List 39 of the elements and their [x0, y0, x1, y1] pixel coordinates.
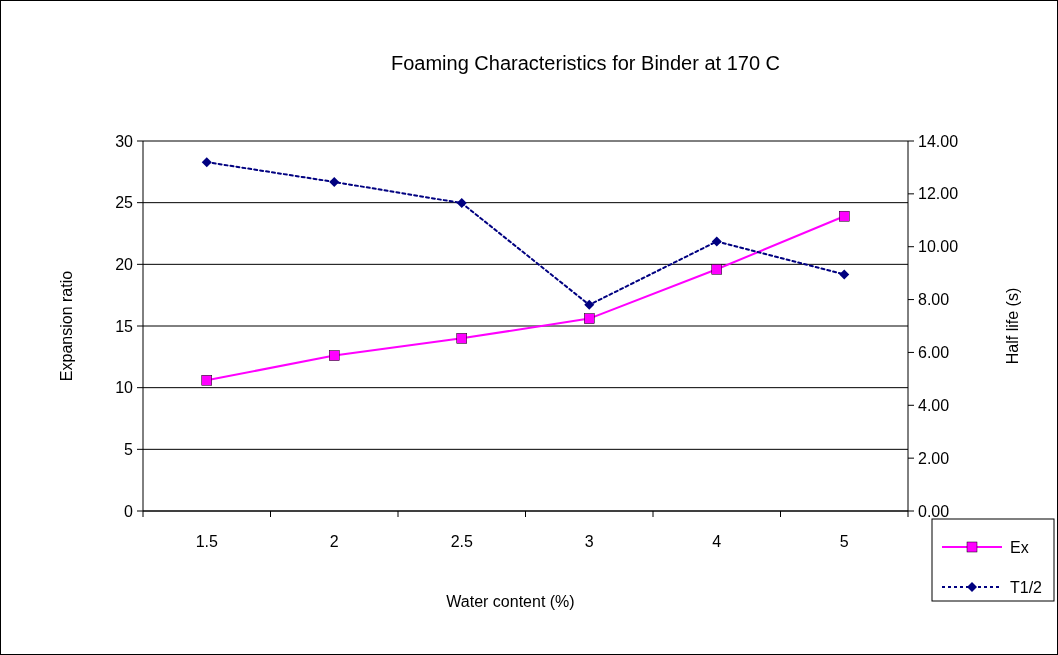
y2-tick-label: 2.00 — [918, 449, 950, 467]
x-axis-title: Water content (%) — [446, 593, 575, 610]
y-tick-label: 30 — [115, 132, 134, 150]
point — [584, 313, 595, 324]
point — [329, 176, 340, 187]
y2-tick-label: 12.00 — [918, 185, 959, 203]
y2-tick-label: 8.00 — [918, 291, 950, 309]
point — [839, 210, 850, 222]
x-tick-label: 5 — [839, 533, 849, 550]
x-tick-label: 2 — [329, 533, 339, 550]
y2-axis-title: Half life (s) — [1004, 287, 1021, 365]
y2-tick-label: 14.00 — [918, 132, 959, 150]
point — [839, 269, 850, 280]
legend-label: Ex — [1010, 538, 1029, 556]
point — [584, 299, 595, 310]
point — [329, 350, 340, 361]
y-tick-label: 15 — [115, 317, 134, 335]
point — [201, 375, 212, 386]
point — [711, 236, 722, 247]
point — [711, 264, 722, 275]
legend-label: T1/2 — [1010, 578, 1043, 596]
x-tick-label: 1.5 — [195, 533, 218, 550]
y2-tick-label: 0.00 — [918, 502, 950, 520]
y-tick-label: 20 — [115, 255, 134, 273]
point — [201, 157, 212, 168]
x-tick-label: 3 — [584, 533, 594, 550]
y-tick-label: 5 — [124, 440, 134, 458]
x-tick-label: 4 — [712, 533, 722, 550]
chart-title: Foaming Characteristics for Binder at 170 C — [390, 52, 781, 74]
point — [456, 198, 467, 209]
y2-tick-label: 6.00 — [918, 344, 950, 362]
y-axis-title: Expansion ratio — [58, 270, 75, 382]
x-tick-label: 2.5 — [450, 533, 473, 550]
y2-tick-label: 10.00 — [918, 238, 959, 256]
y-tick-label: 0 — [124, 502, 134, 520]
y-tick-label: 25 — [115, 194, 134, 212]
y-tick-label: 10 — [115, 379, 134, 397]
point — [456, 333, 467, 344]
y2-tick-label: 4.00 — [918, 396, 950, 414]
